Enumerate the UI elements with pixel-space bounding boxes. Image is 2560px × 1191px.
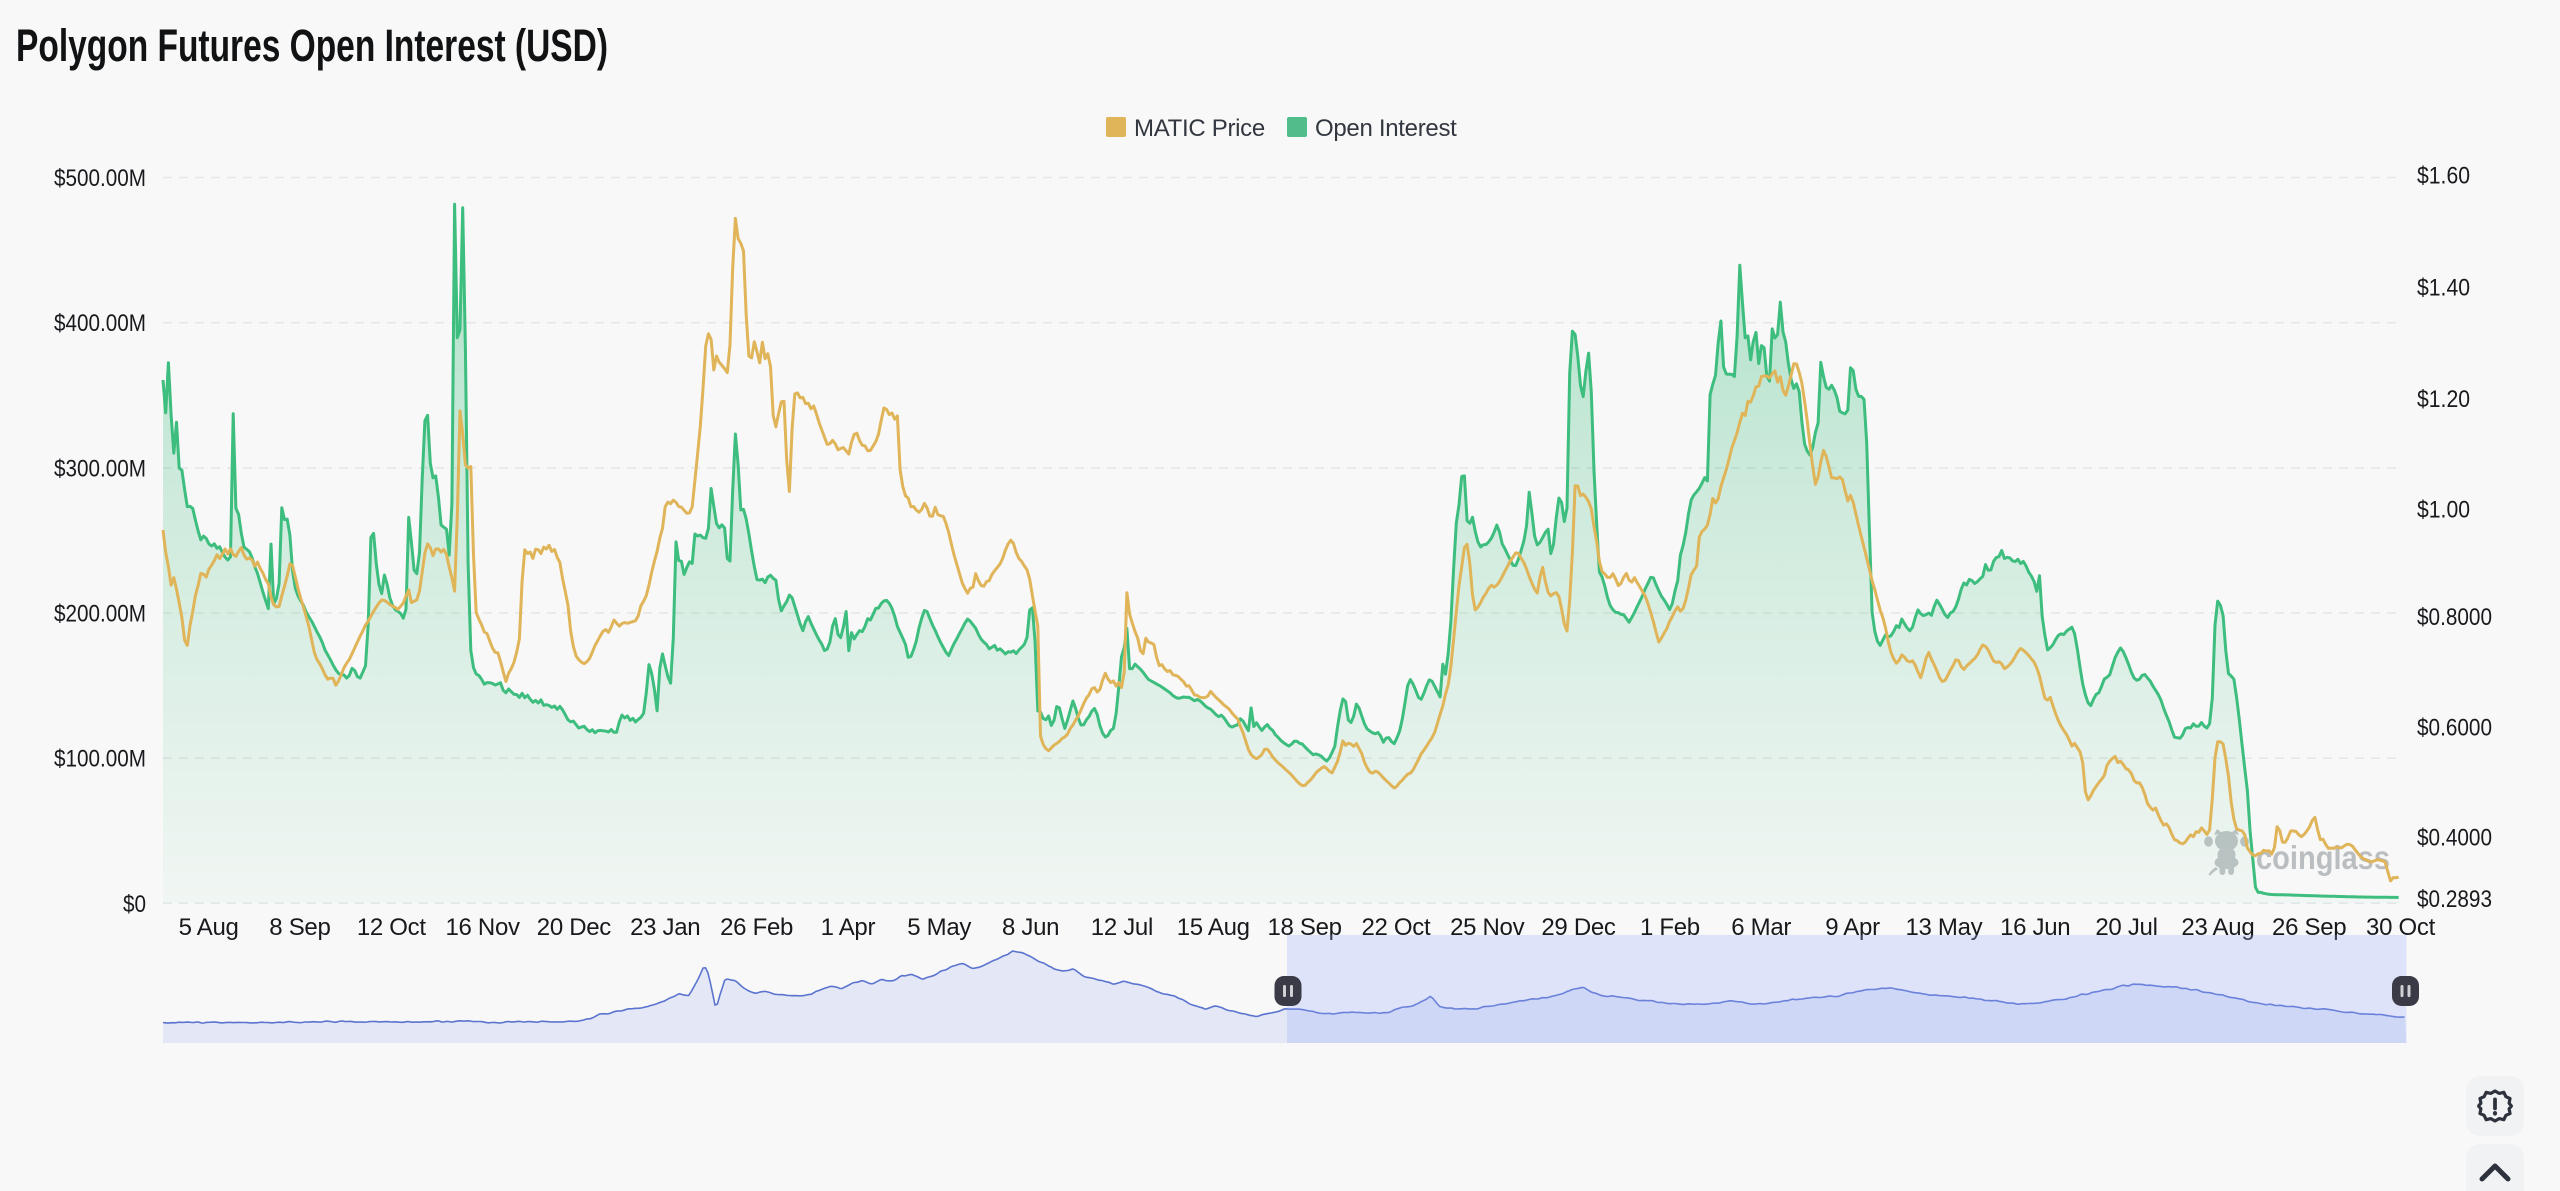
svg-text:$0.4000: $0.4000 xyxy=(2417,825,2492,852)
svg-text:16 Jun: 16 Jun xyxy=(2000,914,2070,941)
svg-text:$0.8000: $0.8000 xyxy=(2417,604,2492,631)
svg-text:15 Aug: 15 Aug xyxy=(1177,914,1250,941)
svg-text:29 Dec: 29 Dec xyxy=(1541,914,1616,941)
svg-text:9 Apr: 9 Apr xyxy=(1825,914,1880,941)
svg-text:$1.60: $1.60 xyxy=(2417,163,2470,190)
svg-text:$300.00M: $300.00M xyxy=(54,455,146,482)
svg-text:22 Oct: 22 Oct xyxy=(1361,914,1431,941)
svg-text:$1.00: $1.00 xyxy=(2417,497,2470,524)
svg-text:$400.00M: $400.00M xyxy=(54,310,146,337)
svg-text:23 Aug: 23 Aug xyxy=(2181,914,2254,941)
svg-text:6 Mar: 6 Mar xyxy=(1731,914,1791,941)
svg-text:12 Jul: 12 Jul xyxy=(1091,914,1153,941)
svg-text:30 Oct: 30 Oct xyxy=(2366,914,2436,941)
svg-text:1 Feb: 1 Feb xyxy=(1640,914,1700,941)
svg-text:$100.00M: $100.00M xyxy=(54,746,146,773)
svg-text:5 May: 5 May xyxy=(907,914,971,941)
svg-text:$1.20: $1.20 xyxy=(2417,386,2470,413)
svg-text:5 Aug: 5 Aug xyxy=(179,914,239,941)
svg-text:$0: $0 xyxy=(123,891,146,918)
svg-text:coinglass: coinglass xyxy=(2256,839,2390,876)
svg-text:26 Feb: 26 Feb xyxy=(720,914,793,941)
svg-text:23 Jan: 23 Jan xyxy=(630,914,700,941)
svg-text:$200.00M: $200.00M xyxy=(54,601,146,628)
svg-text:1 Apr: 1 Apr xyxy=(821,914,876,941)
svg-text:Polygon Futures Open Interest: Polygon Futures Open Interest (USD) xyxy=(16,20,608,71)
svg-text:$1.40: $1.40 xyxy=(2417,275,2470,302)
svg-text:12 Oct: 12 Oct xyxy=(357,914,427,941)
svg-text:$500.00M: $500.00M xyxy=(54,165,146,192)
svg-text:26 Sep: 26 Sep xyxy=(2272,914,2346,941)
svg-text:13 May: 13 May xyxy=(1905,914,1982,941)
svg-text:$0.6000: $0.6000 xyxy=(2417,715,2492,742)
svg-text:MATIC Price: MATIC Price xyxy=(1134,115,1265,142)
svg-text:Open Interest: Open Interest xyxy=(1315,115,1457,142)
svg-text:8 Jun: 8 Jun xyxy=(1002,914,1059,941)
svg-text:20 Dec: 20 Dec xyxy=(537,914,612,941)
svg-text:18 Sep: 18 Sep xyxy=(1267,914,1341,941)
svg-text:25 Nov: 25 Nov xyxy=(1450,914,1525,941)
svg-text:20 Jul: 20 Jul xyxy=(2095,914,2157,941)
svg-text:8 Sep: 8 Sep xyxy=(269,914,330,941)
svg-text:16 Nov: 16 Nov xyxy=(445,914,520,941)
svg-text:$0.2893: $0.2893 xyxy=(2417,886,2492,913)
